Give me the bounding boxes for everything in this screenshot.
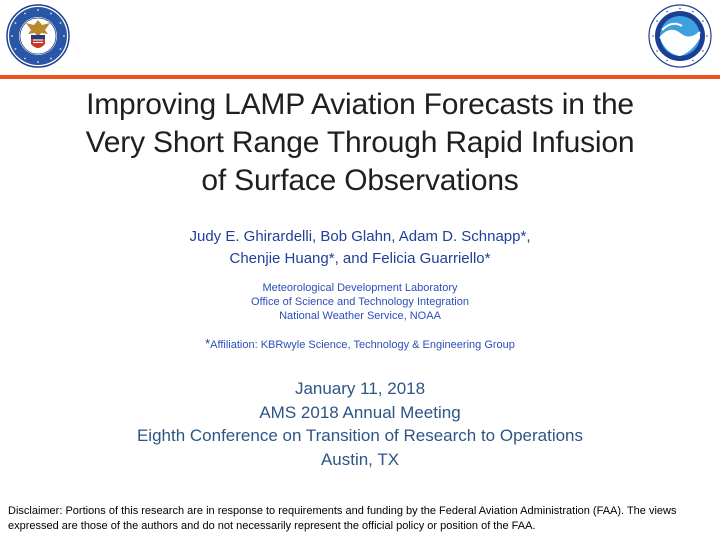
department-of-commerce-seal-icon (6, 4, 70, 68)
event-location: Austin, TX (320, 449, 400, 469)
slide-title: Improving LAMP Aviation Forecasts in the… (30, 86, 690, 200)
event-conference: Eighth Conference on Transition of Resea… (136, 426, 584, 445)
event-meeting: AMS 2018 Annual Meeting (259, 402, 461, 422)
author-line: Chenjie Huang*, and Felicia Guarriello* (229, 250, 491, 267)
slide-title-line: Improving LAMP Aviation Forecasts in the (86, 88, 634, 121)
slide-title-line: of Surface Observations (201, 164, 519, 197)
affiliation-text: Affiliation: KBRwyle Science, Technology… (210, 339, 515, 351)
noaa-logo-icon (648, 4, 712, 68)
organization-line: National Weather Service, NOAA (279, 310, 441, 322)
affiliation-marker: * (205, 336, 211, 351)
header-divider (0, 75, 720, 79)
author-line: Judy E. Ghirardelli, Bob Glahn, Adam D. … (189, 228, 531, 245)
organization-line: Office of Science and Technology Integra… (251, 296, 469, 308)
organization-block: Meteorological Development Laboratory Of… (100, 281, 620, 323)
disclaimer-text: Disclaimer: Portions of this research ar… (8, 505, 677, 532)
slide-title-line: Very Short Range Through Rapid Infusion (85, 126, 635, 159)
affiliation-note: *Affiliation: KBRwyle Science, Technolog… (100, 337, 620, 352)
author-list: Judy E. Ghirardelli, Bob Glahn, Adam D. … (60, 226, 660, 270)
event-date: January 11, 2018 (294, 379, 426, 398)
event-details: January 11, 2018 AMS 2018 Annual Meeting… (40, 377, 680, 471)
organization-line: Meteorological Development Laboratory (262, 282, 458, 294)
